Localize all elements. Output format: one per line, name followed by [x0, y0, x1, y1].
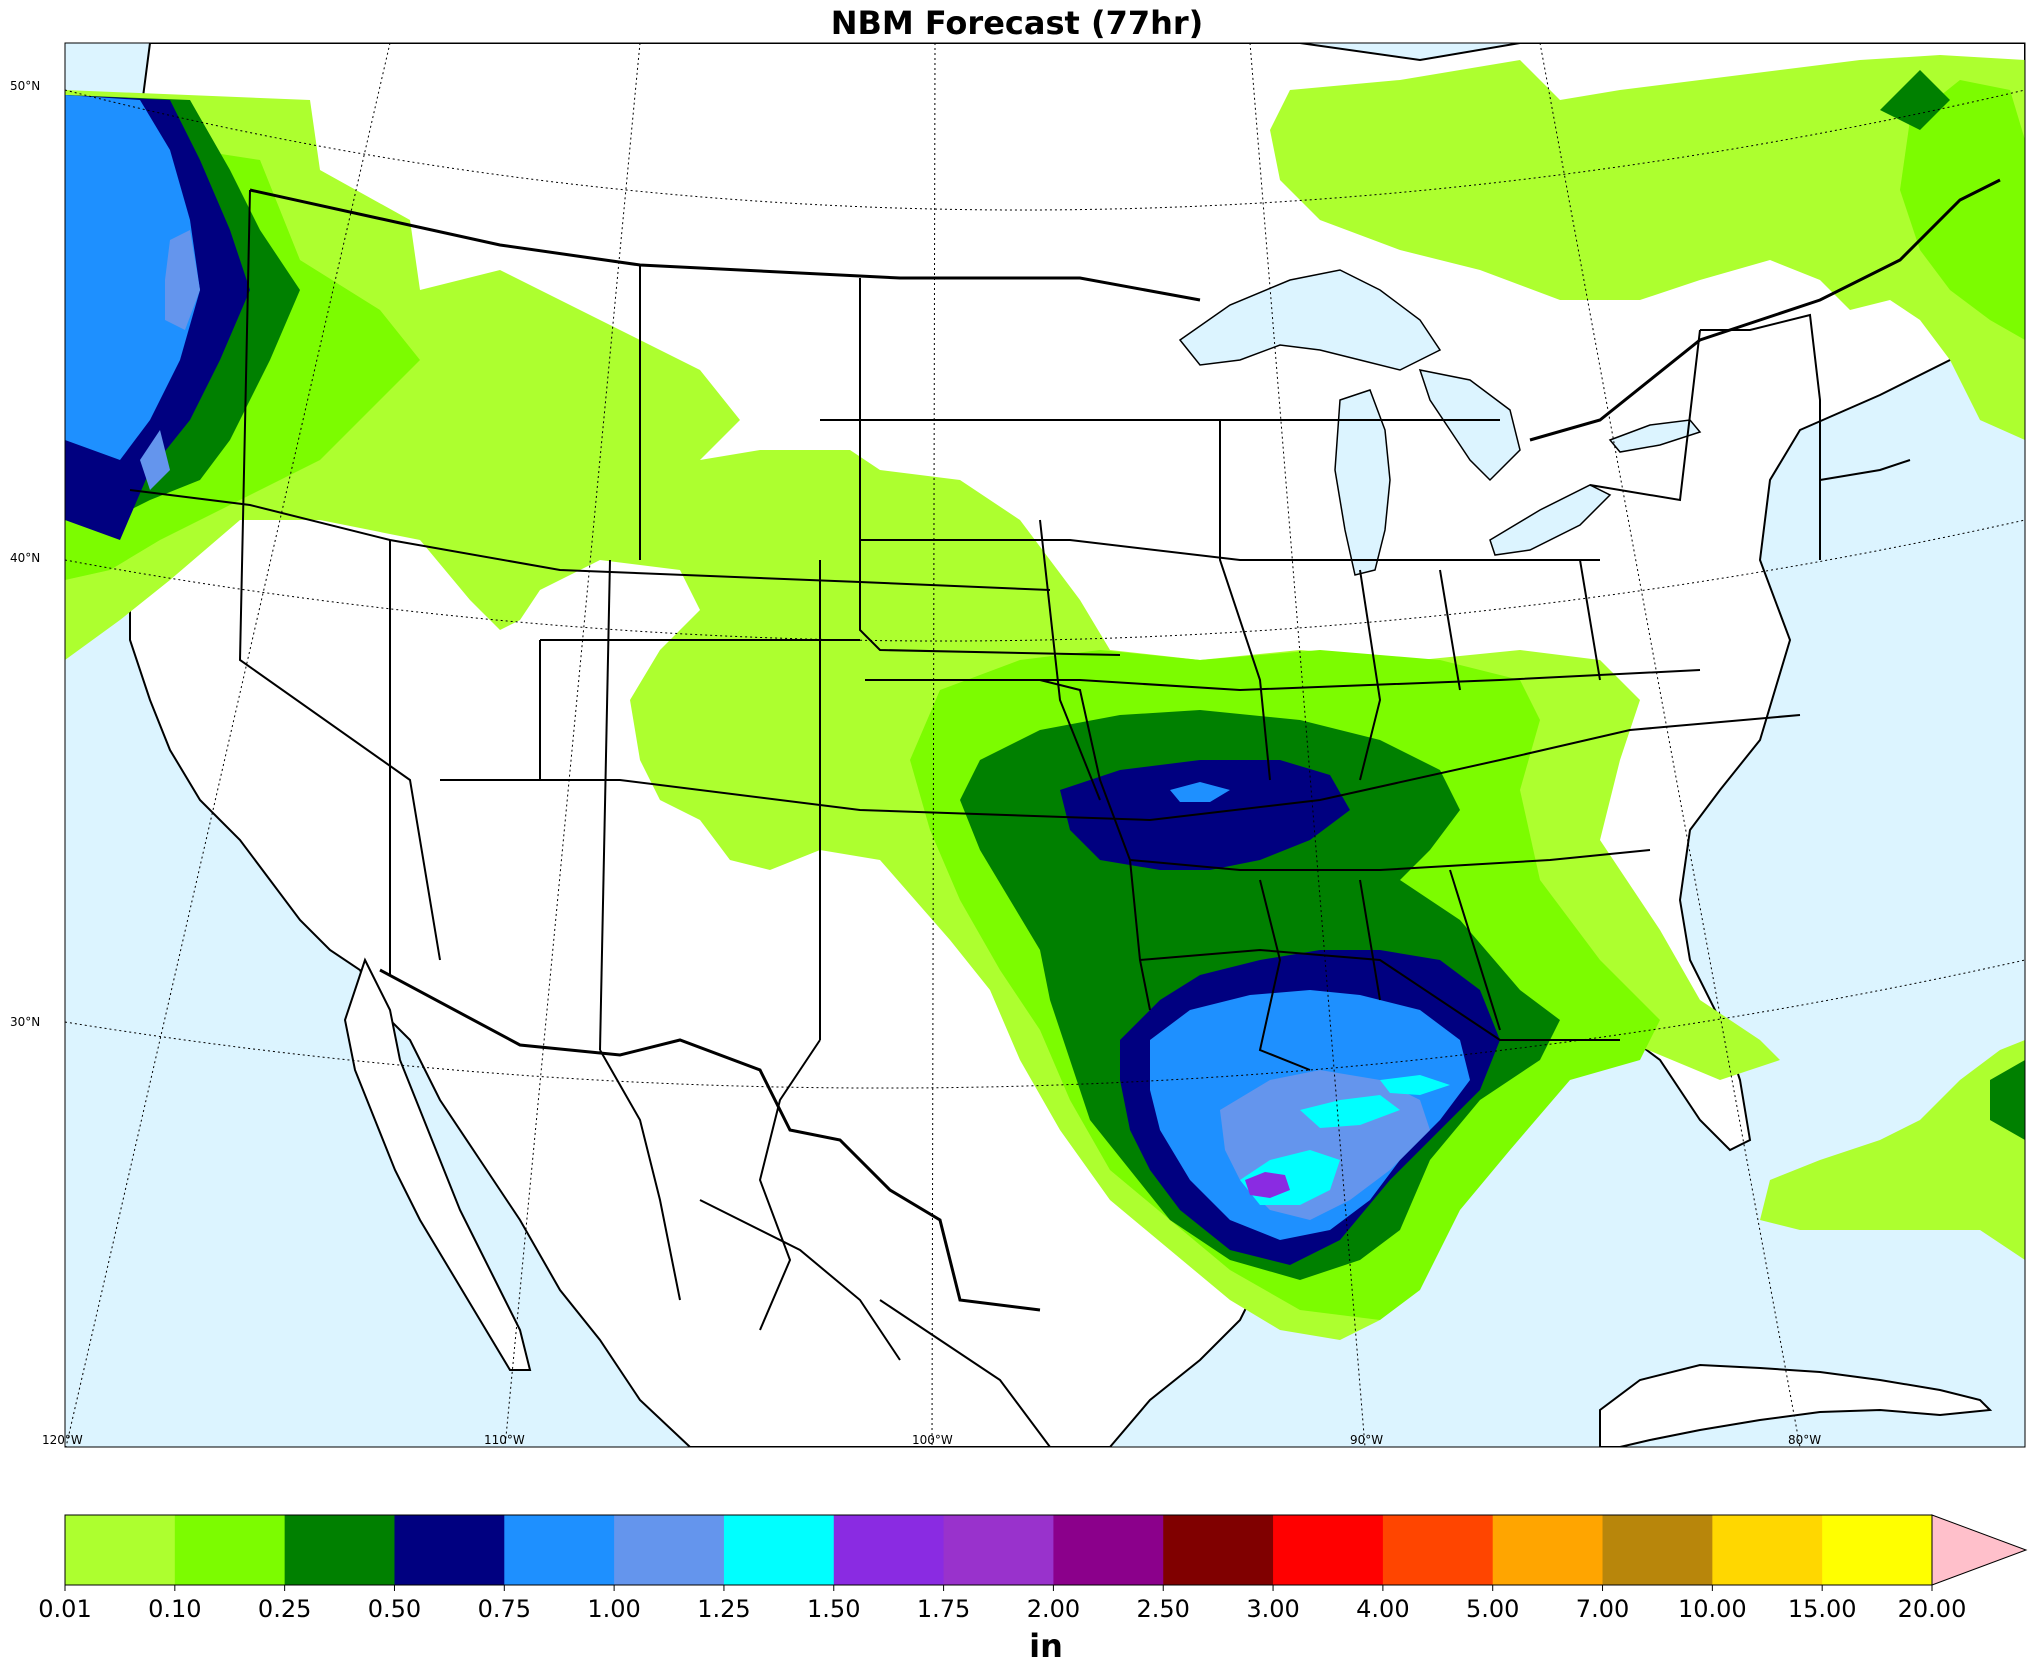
lake-huron	[1418, 369, 1521, 482]
colorbar-swatch	[1382, 1515, 1494, 1585]
colorbar-tick-label: 4.00	[1356, 1595, 1409, 1623]
colorbar-tick-label: 15.00	[1788, 1595, 1857, 1623]
lake-michigan	[1334, 389, 1391, 576]
colorbar-tick-label: 1.75	[917, 1595, 970, 1623]
precipitation-map: 50°N 40°N 30°N 50°N 40°N 30°N 120°W 110°…	[10, 42, 2026, 1448]
lon-label-100w: 100°W	[912, 1433, 953, 1447]
colorbar-tick-label: 1.00	[587, 1595, 640, 1623]
colorbar-tick-label: 1.50	[807, 1595, 860, 1623]
colorbar-tick-label: 3.00	[1246, 1595, 1299, 1623]
lake-erie	[1489, 484, 1612, 556]
colorbar-swatch	[1602, 1515, 1713, 1585]
colorbar-tick-label: 5.00	[1466, 1595, 1519, 1623]
colorbar-tick-label: 1.25	[697, 1595, 750, 1623]
colorbar-ticks: 0.01 0.10 0.25 0.50 0.75 1.00 1.25 1.50 1.75 2.00…	[38, 1585, 1966, 1623]
lat-label-40: 40°N	[10, 551, 40, 565]
colorbar-swatch	[833, 1515, 945, 1585]
colorbar-tick-label: 20.00	[1898, 1595, 1967, 1623]
colorbar-tick-label: 0.25	[258, 1595, 311, 1623]
colorbar-swatch	[394, 1515, 505, 1585]
colorbar-tick-label: 7.00	[1576, 1595, 1629, 1623]
colorbar-swatch	[174, 1515, 286, 1585]
lake-ontario	[1608, 419, 1702, 453]
colorbar-swatch	[1492, 1515, 1604, 1585]
lat-label-50: 50°N	[10, 79, 40, 93]
colorbar-frame	[64, 1514, 1933, 1586]
lon-label-110w: 110°W	[484, 1433, 525, 1447]
lon-label-80w: 80°W	[1788, 1433, 1821, 1447]
colorbar-tick-label: 0.10	[148, 1595, 201, 1623]
colorbar-extend-arrow	[1931, 1514, 2028, 1586]
colorbar-swatch	[1053, 1515, 1164, 1585]
borders	[129, 178, 2001, 1447]
colorbar-swatch	[1163, 1515, 1274, 1585]
lat-label-30: 30°N	[10, 1015, 40, 1029]
colorbar-swatch	[504, 1515, 615, 1585]
colorbar-tick-label: 2.00	[1027, 1595, 1080, 1623]
colorbar-swatch	[284, 1515, 395, 1585]
lon-label-90w: 90°W	[1350, 1433, 1383, 1447]
colorbar-tick-label: 2.50	[1137, 1595, 1190, 1623]
colorbar-swatch	[723, 1515, 835, 1585]
lon-label-120w: 120°W	[42, 1433, 83, 1447]
map-frame	[64, 42, 2026, 1448]
land-baja-california	[343, 957, 532, 1371]
colorbar-swatch	[614, 1515, 725, 1585]
colorbar-tick-label: 10.00	[1678, 1595, 1747, 1623]
colorbar-swatch	[1822, 1515, 1933, 1585]
colorbar-swatch	[943, 1515, 1054, 1585]
graticule	[65, 43, 2025, 1447]
colorbar-tick-label: 0.50	[368, 1595, 421, 1623]
map-title: NBM Forecast (77hr)	[830, 4, 1204, 42]
lake-superior	[1178, 269, 1442, 371]
colorbar-swatch	[1712, 1515, 1823, 1585]
colorbar-swatch	[1273, 1515, 1384, 1585]
colorbar-tick-label: 0.01	[38, 1595, 91, 1623]
precip-1-50	[1245, 1172, 1290, 1198]
colorbar-unit-label: in	[1029, 1627, 1063, 1665]
colorbar-swatch	[65, 1515, 176, 1585]
colorbar-tick-label: 0.75	[478, 1595, 531, 1623]
colorbar-swatches	[65, 1515, 1933, 1585]
land-cuba	[1599, 1363, 1993, 1447]
